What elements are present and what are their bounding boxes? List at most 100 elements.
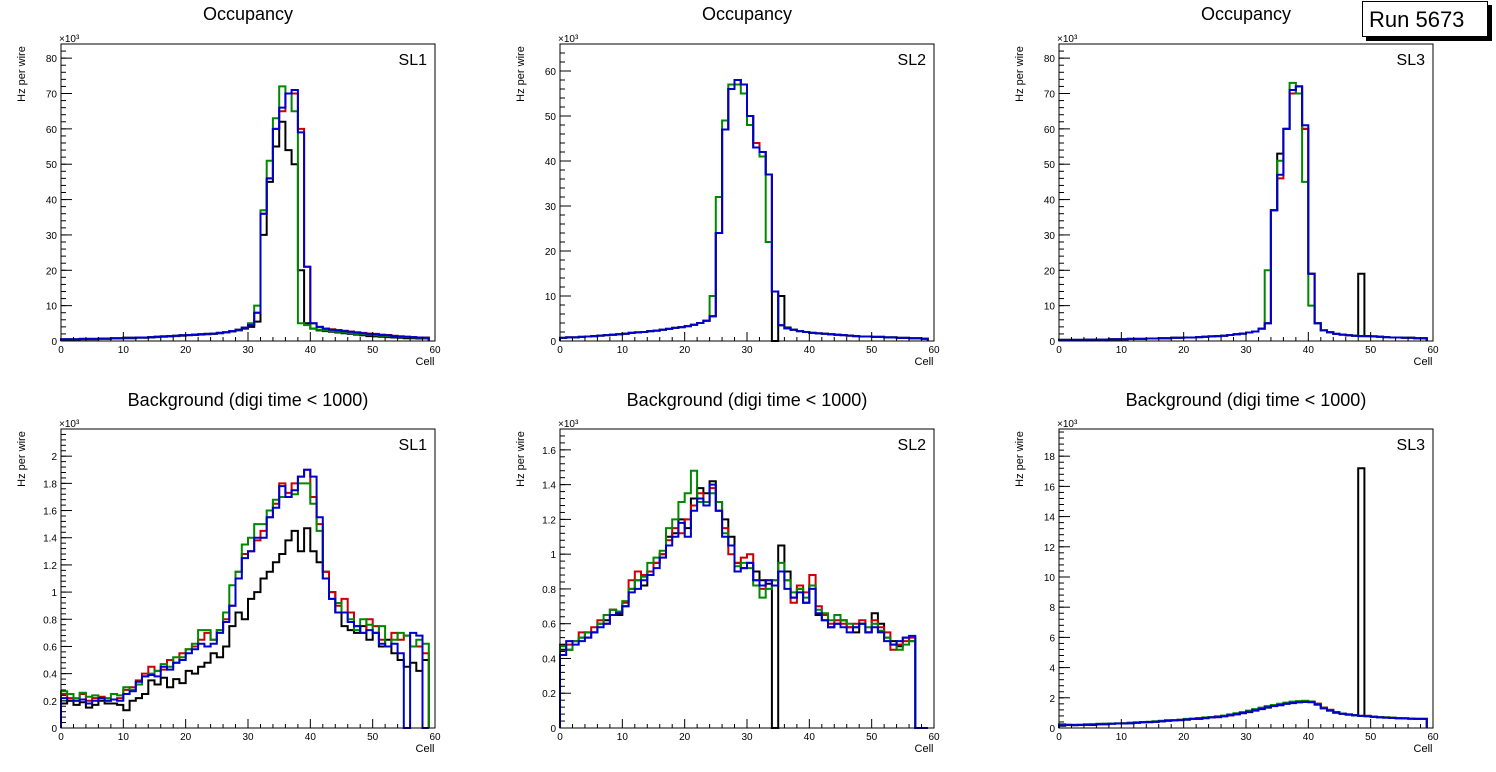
y-exponent-label: ×10³ <box>558 34 579 45</box>
series-line-black <box>60 527 430 728</box>
y-tick-label: 30 <box>545 202 557 213</box>
y-tick-label: 40 <box>545 157 557 168</box>
y-tick-label: 1.4 <box>43 534 57 545</box>
chart-title: Background (digi time < 1000) <box>627 390 868 410</box>
y-tick-label: 6 <box>1049 633 1055 644</box>
x-tick-label: 40 <box>305 732 317 743</box>
plot-frame <box>1058 428 1434 729</box>
x-tick-label: 10 <box>118 732 130 743</box>
x-tick-label: 10 <box>118 345 130 356</box>
x-tick-label: 40 <box>804 732 816 743</box>
y-exponent-label: ×10³ <box>59 34 80 45</box>
series-line-red <box>559 487 928 729</box>
x-axis-label: Cell <box>1414 743 1433 755</box>
superlayer-label: SL1 <box>399 437 428 454</box>
x-axis-label: Cell <box>915 356 934 368</box>
superlayer-label: SL1 <box>399 52 428 69</box>
x-tick-label: 0 <box>58 732 64 743</box>
x-tick-label: 30 <box>1240 732 1252 743</box>
x-tick-label: 50 <box>367 732 379 743</box>
y-tick-label: 1.2 <box>43 561 57 572</box>
y-tick-label: 1 <box>550 550 556 561</box>
series-line-black <box>1058 85 1428 341</box>
superlayer-label: SL2 <box>898 52 927 69</box>
chart-title: Background (digi time < 1000) <box>1126 390 1367 410</box>
y-tick-label: 1.6 <box>43 507 57 518</box>
y-axis-label: Hz per wire <box>16 46 28 102</box>
y-tick-label: 0 <box>51 724 57 735</box>
y-tick-label: 60 <box>1044 125 1056 136</box>
y-tick-label: 0.4 <box>43 670 57 681</box>
y-axis-label: Hz per wire <box>515 46 527 102</box>
y-tick-label: 30 <box>1044 231 1056 242</box>
y-tick-label: 0 <box>550 724 556 735</box>
x-tick-label: 60 <box>1427 732 1439 743</box>
run-number-label: Run 5673 <box>1362 1 1488 37</box>
series-line-black <box>60 120 430 341</box>
x-axis-label: Cell <box>416 743 435 755</box>
y-tick-label: 10 <box>1044 573 1056 584</box>
y-tick-label: 1 <box>51 588 57 599</box>
x-tick-label: 20 <box>180 345 192 356</box>
x-tick-label: 20 <box>679 732 691 743</box>
y-tick-label: 0.2 <box>43 697 57 708</box>
y-tick-label: 50 <box>46 160 58 171</box>
y-axis-label: Hz per wire <box>1014 46 1026 102</box>
y-tick-label: 10 <box>1044 302 1056 313</box>
y-tick-label: 10 <box>46 302 58 313</box>
y-tick-label: 60 <box>545 67 557 78</box>
series-line-blue <box>559 483 928 729</box>
series-line-green <box>559 83 929 341</box>
x-tick-label: 0 <box>557 345 563 356</box>
x-tick-label: 20 <box>1178 732 1190 743</box>
x-tick-label: 20 <box>1178 345 1190 356</box>
series-line-red <box>1058 85 1428 341</box>
x-tick-label: 60 <box>928 345 940 356</box>
x-tick-label: 40 <box>305 345 317 356</box>
x-tick-label: 60 <box>429 732 441 743</box>
x-axis-label: Cell <box>1414 356 1433 368</box>
y-exponent-label: ×10³ <box>1057 34 1078 45</box>
series-line-black <box>559 79 929 342</box>
chart-title: Occupancy <box>702 4 792 24</box>
series-line-green <box>60 85 430 341</box>
y-tick-label: 40 <box>1044 196 1056 207</box>
x-tick-label: 20 <box>180 732 192 743</box>
y-tick-label: 1.8 <box>43 479 57 490</box>
x-tick-label: 50 <box>1365 732 1377 743</box>
x-tick-label: 40 <box>1303 345 1315 356</box>
x-tick-label: 50 <box>367 345 379 356</box>
chart-bkg-sl1: Background (digi time < 1000)0 10 20 30 40 50… <box>16 390 441 755</box>
y-tick-label: 50 <box>545 112 557 123</box>
x-tick-label: 10 <box>617 345 629 356</box>
x-tick-label: 40 <box>804 345 816 356</box>
series-line-blue <box>1058 701 1428 728</box>
y-axis-label: Hz per wire <box>1014 431 1026 487</box>
x-tick-label: 30 <box>741 345 753 356</box>
series-line-blue <box>1058 85 1428 341</box>
superlayer-label: SL2 <box>898 437 927 454</box>
chart-bkg-sl2: Background (digi time < 1000)0 10 20 30 40 50… <box>515 390 940 755</box>
x-tick-label: 10 <box>1116 732 1128 743</box>
y-tick-label: 20 <box>46 266 58 277</box>
plot-frame <box>559 428 935 729</box>
plot-frame <box>60 428 436 729</box>
series-line-green <box>559 469 928 729</box>
y-tick-label: 80 <box>1044 54 1056 65</box>
x-tick-label: 30 <box>741 732 753 743</box>
x-tick-label: 10 <box>1116 345 1128 356</box>
y-tick-label: 0.2 <box>542 689 556 700</box>
x-tick-label: 0 <box>58 345 64 356</box>
x-tick-label: 50 <box>866 345 878 356</box>
superlayer-label: SL3 <box>1397 52 1426 69</box>
y-tick-label: 0.6 <box>43 642 57 653</box>
y-tick-label: 16 <box>1044 482 1056 493</box>
y-tick-label: 1.2 <box>542 515 556 526</box>
x-tick-label: 30 <box>242 732 254 743</box>
y-tick-label: 2 <box>51 452 57 463</box>
x-axis-label: Cell <box>915 743 934 755</box>
y-tick-label: 18 <box>1044 452 1056 463</box>
x-tick-label: 60 <box>429 345 441 356</box>
chart-title: Occupancy <box>1201 4 1291 24</box>
y-tick-label: 1.4 <box>542 481 556 492</box>
